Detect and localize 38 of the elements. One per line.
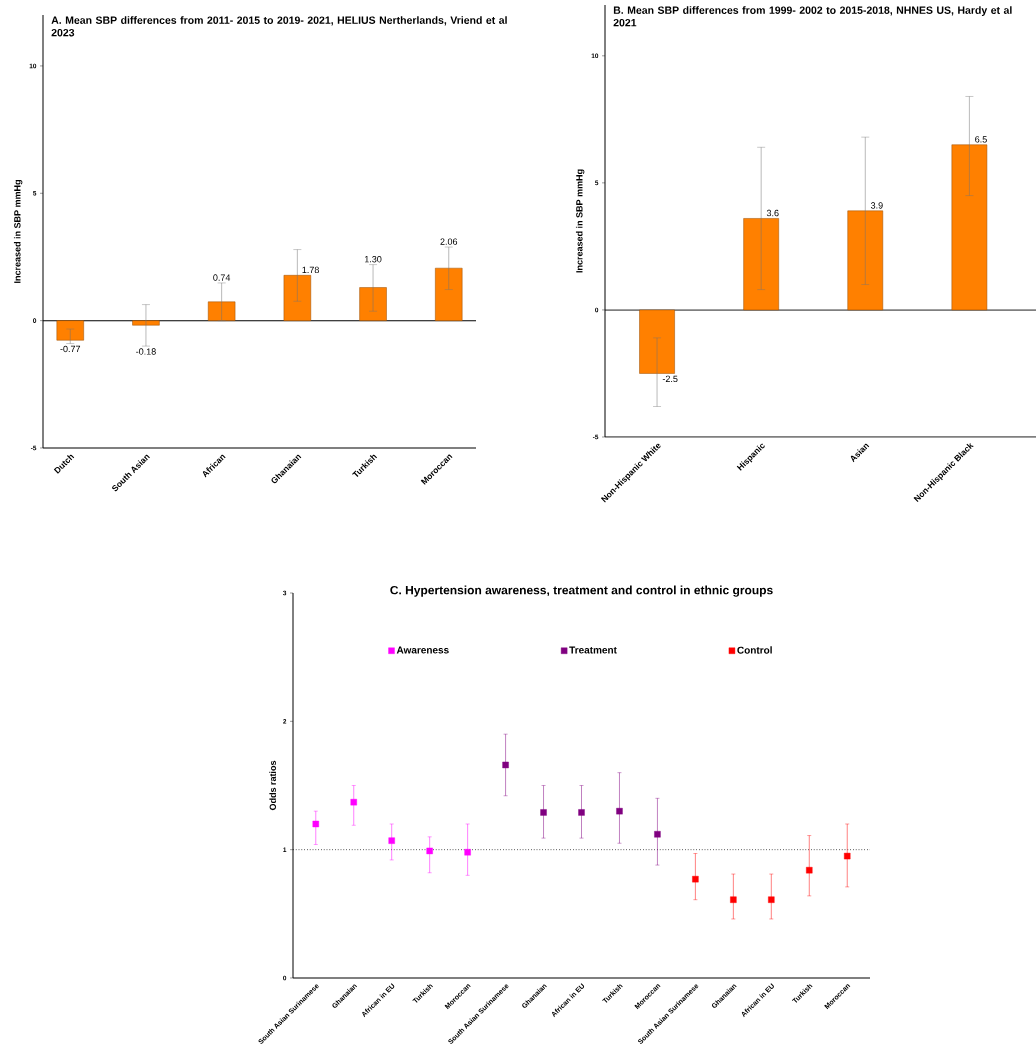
point <box>692 875 699 883</box>
y-axis-title: Increased in SBP mmHg <box>575 169 585 273</box>
data-label: -0.77 <box>60 345 81 353</box>
chart-title: C. Hypertension awareness, treatment and control in ethnic groups <box>390 585 773 597</box>
point <box>464 849 471 856</box>
text: A. Mean SBP differences from 2011- 2015 to 2019- 2021, HELIUS Nertherlands, Vriend et al 2023 <box>51 16 507 37</box>
data-label: 2.06 <box>440 238 458 245</box>
data-label: 3.6 <box>766 209 779 217</box>
bar <box>56 320 84 341</box>
data-label: 6.5 <box>975 136 987 143</box>
data-label: 1.78 <box>302 266 319 274</box>
point <box>502 761 509 769</box>
legend-label: Control <box>737 646 772 654</box>
point <box>654 831 661 838</box>
data-label: -2.5 <box>662 375 678 383</box>
point <box>806 867 813 874</box>
data-label: 1.30 <box>364 256 382 263</box>
data-label: 0.74 <box>213 274 231 281</box>
point <box>616 807 623 815</box>
point <box>426 847 433 855</box>
point <box>768 896 775 903</box>
point <box>350 798 357 806</box>
legend-label: Awareness <box>396 646 449 654</box>
text: B. Mean SBP differences from 1999- 2002 to 2015-2018, NHNES US, Hardy et al 2021 <box>613 6 1012 27</box>
bar <box>435 267 463 321</box>
point <box>540 809 547 816</box>
bar <box>132 320 160 326</box>
point <box>844 852 851 860</box>
data-label: -0.18 <box>136 348 156 355</box>
point <box>312 820 319 828</box>
legend-label: Treatment <box>569 646 617 654</box>
y-axis-title: Odds ratios <box>269 760 276 811</box>
y-axis-title: Increased in SBP mmHg <box>13 180 23 283</box>
point <box>388 837 395 844</box>
point <box>578 809 585 816</box>
bar <box>951 144 988 311</box>
data-label: 3.9 <box>870 202 883 209</box>
point <box>730 896 737 903</box>
